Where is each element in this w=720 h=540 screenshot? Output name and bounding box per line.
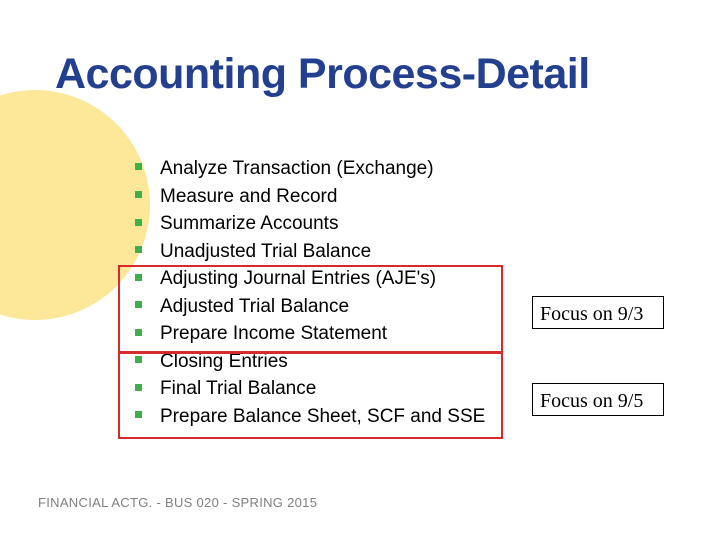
list-item-label: Unadjusted Trial Balance [160,241,371,262]
list-item-label: Measure and Record [160,186,337,207]
bullet-icon [135,219,142,226]
focus-label: Focus on 9/5 [540,390,643,413]
list-item: Summarize Accounts [135,210,485,238]
list-item: Analyze Transaction (Exchange) [135,155,485,183]
bullet-icon [135,191,142,198]
list-item: Unadjusted Trial Balance [135,238,485,266]
list-item-label: Summarize Accounts [160,213,338,234]
page-title: Accounting Process-Detail [55,50,590,99]
bullet-icon [135,163,142,170]
bullet-icon [135,246,142,253]
highlight-box [118,352,503,439]
focus-label: Focus on 9/3 [540,303,643,326]
footer-text: FINANCIAL ACTG. - BUS 020 - SPRING 2015 [38,495,317,510]
list-item: Measure and Record [135,183,485,211]
highlight-box [118,265,503,353]
slide: Accounting Process-Detail Analyze Transa… [0,0,720,540]
list-item-label: Analyze Transaction (Exchange) [160,158,434,179]
